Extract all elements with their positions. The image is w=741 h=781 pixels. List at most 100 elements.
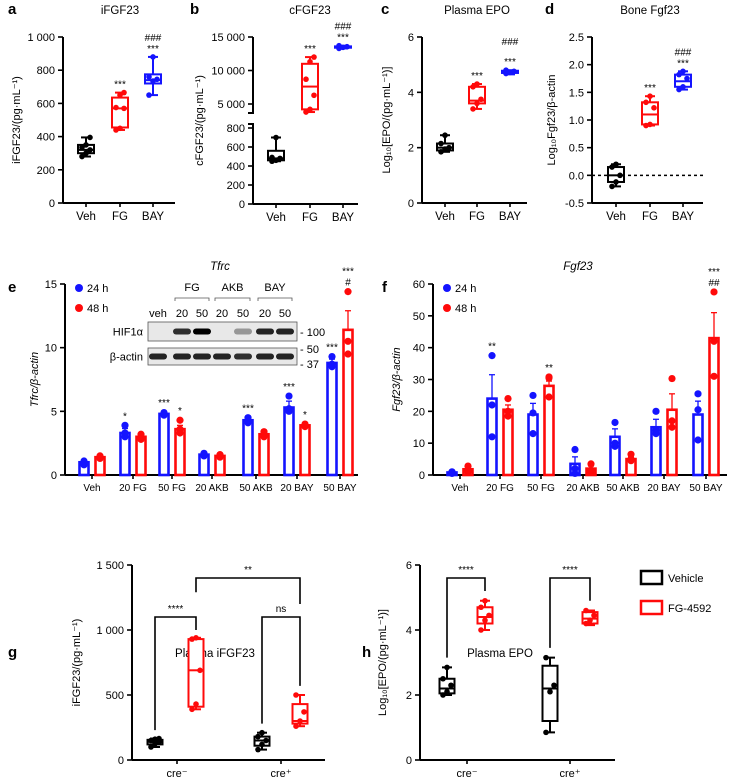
x-group-label: cre⁺ bbox=[559, 768, 580, 780]
significance-label: *** bbox=[147, 44, 159, 55]
data-point bbox=[504, 395, 512, 403]
bar-48h-0 bbox=[94, 452, 106, 477]
x-tick-label: FG bbox=[642, 211, 658, 223]
blot-lane-label: 20 bbox=[176, 308, 188, 320]
y-axis-label: Tfrc/β-actin bbox=[29, 352, 41, 407]
data-point bbox=[694, 406, 702, 414]
data-point bbox=[474, 100, 480, 107]
bar-48h-6 bbox=[342, 288, 354, 477]
box-0 bbox=[146, 735, 164, 750]
y-tick-label: 400 bbox=[37, 132, 55, 144]
bar bbox=[342, 328, 354, 477]
y-tick-label: 2 bbox=[408, 143, 414, 155]
blot-marker-label: - 37 bbox=[300, 359, 319, 371]
bar-24h-3 bbox=[198, 449, 210, 477]
y-tick-label: 1 500 bbox=[96, 560, 124, 572]
bar-24h-0 bbox=[78, 457, 90, 477]
data-point bbox=[311, 92, 317, 99]
data-point bbox=[83, 142, 89, 148]
box-0 bbox=[436, 132, 454, 155]
bar bbox=[242, 418, 254, 477]
comparison-label: **** bbox=[168, 604, 184, 615]
blot-group-bracket bbox=[174, 297, 210, 301]
bar-24h-1 bbox=[486, 352, 498, 477]
blot-band bbox=[256, 328, 274, 335]
data-point bbox=[344, 350, 352, 358]
data-point bbox=[200, 449, 208, 457]
data-point bbox=[301, 420, 309, 428]
blot-lane-label: 50 bbox=[196, 308, 208, 320]
data-point bbox=[269, 154, 275, 161]
bar-24h-0 bbox=[446, 468, 458, 478]
legend-marker bbox=[443, 304, 451, 312]
x-tick-label: 20 BAY bbox=[647, 483, 680, 494]
y-tick-label: 30 bbox=[413, 375, 425, 387]
bar bbox=[609, 435, 621, 477]
bar-24h-3 bbox=[569, 445, 581, 478]
panel-a: a iFGF23 iFGF23/(pg·mL⁻¹) 0 200 400 600 800 1 00… bbox=[8, 1, 175, 223]
data-point bbox=[301, 709, 307, 715]
data-point bbox=[676, 86, 682, 93]
data-point bbox=[652, 407, 660, 415]
x-tick-label: Veh bbox=[83, 483, 100, 494]
x-tick-label: BAY bbox=[672, 211, 694, 223]
significance-label: ### bbox=[145, 33, 162, 44]
data-point bbox=[448, 468, 456, 476]
y-tick-label: 4 bbox=[406, 625, 412, 637]
y-tick-label: 4 bbox=[408, 87, 414, 99]
y-tick-label: 40 bbox=[413, 343, 425, 355]
blot-marker-label: - 100 bbox=[300, 327, 325, 339]
x-tick-label: BAY bbox=[142, 211, 164, 223]
blot-band bbox=[193, 328, 211, 335]
comparison-label: **** bbox=[458, 565, 474, 576]
panel-letter: a bbox=[8, 1, 17, 18]
panel-letter: e bbox=[8, 279, 16, 296]
data-point bbox=[488, 433, 496, 441]
chart-title: Tfrc bbox=[210, 261, 230, 273]
blot-group-bracket bbox=[257, 297, 293, 301]
bar-24h-6 bbox=[692, 390, 704, 477]
data-point bbox=[609, 183, 615, 190]
blot-lane-label: 50 bbox=[237, 308, 249, 320]
y-tick-label: 50 bbox=[413, 311, 425, 323]
significance-label: * bbox=[303, 410, 307, 421]
significance-label: *** bbox=[242, 404, 254, 415]
y-tick-label: 0 bbox=[239, 199, 245, 211]
legend-label: 24 h bbox=[455, 283, 476, 295]
data-point bbox=[545, 393, 553, 401]
box-2 bbox=[674, 68, 692, 93]
legend-label: 48 h bbox=[87, 303, 108, 315]
data-point bbox=[438, 149, 444, 155]
significance-label: * bbox=[123, 411, 127, 422]
data-point bbox=[470, 106, 476, 112]
y-tick-label: -0.5 bbox=[565, 198, 584, 210]
significance-label: *** bbox=[304, 44, 316, 55]
panel-h: h Plasma EPO Log₁₀[EPO/(pg·mL⁻¹)] 0 2 4 6 cre⁻ c… bbox=[362, 560, 711, 780]
y-tick-label: 800 bbox=[37, 65, 55, 77]
data-point bbox=[438, 140, 444, 147]
y-tick-label: 0 bbox=[51, 470, 57, 482]
data-point bbox=[96, 452, 104, 460]
blot-row-label: HIF1α bbox=[113, 327, 144, 339]
x-tick-label: FG bbox=[112, 211, 128, 223]
x-tick-label: 50 AKB bbox=[239, 483, 273, 494]
data-point bbox=[263, 737, 269, 744]
significance-label: ** bbox=[488, 342, 496, 353]
blot-band bbox=[234, 353, 252, 360]
data-point bbox=[255, 733, 261, 740]
data-point bbox=[277, 155, 283, 162]
data-point bbox=[652, 426, 660, 435]
data-point bbox=[285, 405, 293, 413]
data-point bbox=[176, 425, 184, 433]
box-1 bbox=[301, 54, 319, 115]
data-point bbox=[440, 675, 446, 682]
panel-letter: f bbox=[382, 279, 388, 296]
panel-b: b cFGF23 cFGF23/(pg·mL⁻¹) 0 200 400 600 800 5 00… bbox=[190, 1, 358, 224]
blot-lane-label: 20 bbox=[216, 308, 228, 320]
y-tick-label: 10 000 bbox=[211, 66, 245, 78]
blot-band bbox=[234, 328, 252, 335]
blot-marker-label: - 50 bbox=[300, 344, 319, 356]
blot-row-label: β-actin bbox=[110, 352, 143, 364]
y-tick-label: 2.0 bbox=[569, 60, 584, 72]
